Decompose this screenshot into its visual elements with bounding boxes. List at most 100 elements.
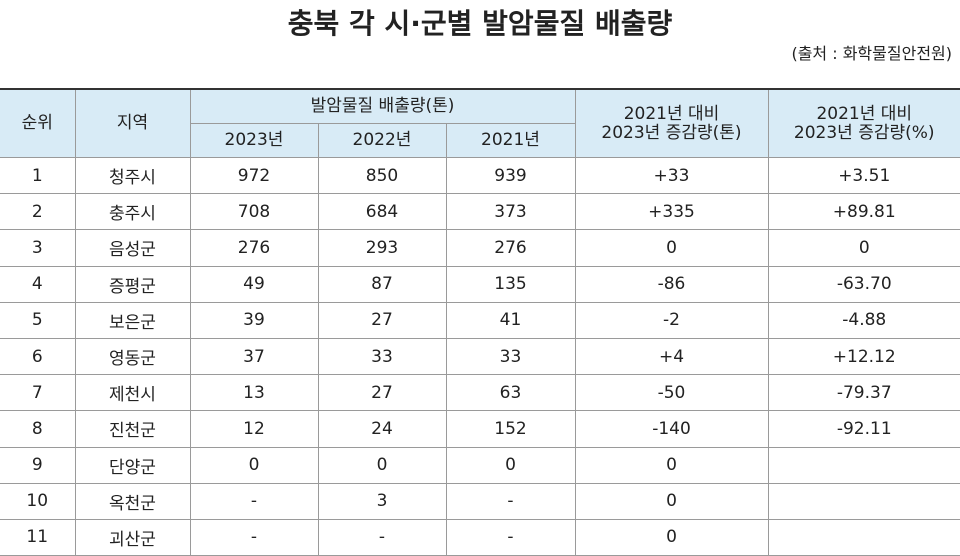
header-cell: 순위 (0, 89, 75, 158)
table-cell: 8 (0, 411, 75, 447)
table-cell: 3 (318, 483, 446, 519)
table-cell: 24 (318, 411, 446, 447)
table-cell: 27 (318, 302, 446, 338)
table-cell: 진천군 (75, 411, 190, 447)
header-cell: 지역 (75, 89, 190, 158)
header-cell: 2021년 (446, 124, 575, 158)
table-cell: 충주시 (75, 194, 190, 230)
table-cell: 괴산군 (75, 519, 190, 555)
table-cell: 9 (0, 447, 75, 483)
table-cell: -2 (575, 302, 768, 338)
table-cell: 41 (446, 302, 575, 338)
table-cell: +335 (575, 194, 768, 230)
table-cell: 음성군 (75, 230, 190, 266)
table-cell: 0 (575, 519, 768, 555)
table-cell: 939 (446, 158, 575, 194)
table-cell (768, 447, 960, 483)
table-cell: 708 (190, 194, 318, 230)
table-cell: 87 (318, 266, 446, 302)
table-cell: 63 (446, 375, 575, 411)
table-cell: 영동군 (75, 338, 190, 374)
table-cell: 0 (575, 483, 768, 519)
table-cell: -63.70 (768, 266, 960, 302)
table-cell: 단양군 (75, 447, 190, 483)
table-cell: +4 (575, 338, 768, 374)
table-cell: 6 (0, 338, 75, 374)
header-line: 2023년 증감량(톤) (576, 124, 768, 143)
table-cell: 11 (0, 519, 75, 555)
table-cell: 276 (446, 230, 575, 266)
title: 충북 각 시·군별 발암물질 배출량 (0, 2, 960, 42)
table-cell: 1 (0, 158, 75, 194)
table-cell: 0 (318, 447, 446, 483)
table-cell: 972 (190, 158, 318, 194)
table-cell: 33 (446, 338, 575, 374)
table-cell: - (190, 519, 318, 555)
table-cell: 보은군 (75, 302, 190, 338)
table-cell (768, 519, 960, 555)
table-cell: -79.37 (768, 375, 960, 411)
table-cell: 850 (318, 158, 446, 194)
table-cell: 684 (318, 194, 446, 230)
table-cell: 0 (575, 447, 768, 483)
table-cell: 4 (0, 266, 75, 302)
table-cell: 제천시 (75, 375, 190, 411)
table-cell: - (446, 519, 575, 555)
table-cell: -92.11 (768, 411, 960, 447)
table-cell: 33 (318, 338, 446, 374)
table-cell: -4.88 (768, 302, 960, 338)
table-cell: +3.51 (768, 158, 960, 194)
table-cell (768, 483, 960, 519)
header-line: 2021년 대비 (576, 105, 768, 124)
table-cell: 12 (190, 411, 318, 447)
table-cell: 옥천군 (75, 483, 190, 519)
table-cell: 0 (446, 447, 575, 483)
table-cell: 0 (190, 447, 318, 483)
table-cell: 37 (190, 338, 318, 374)
table-cell: 293 (318, 230, 446, 266)
table-cell: +33 (575, 158, 768, 194)
table-cell: 5 (0, 302, 75, 338)
table-cell: 49 (190, 266, 318, 302)
table-cell: +89.81 (768, 194, 960, 230)
table-cell: 135 (446, 266, 575, 302)
table-cell: 373 (446, 194, 575, 230)
header-line: 2021년 대비 (769, 105, 960, 124)
header-cell: 발암물질 배출량(톤) (190, 89, 575, 124)
table-cell: 13 (190, 375, 318, 411)
table-cell: 27 (318, 375, 446, 411)
source: (출처 : 화학물질안전원) (791, 40, 952, 64)
table-cell: +12.12 (768, 338, 960, 374)
header-cell: 2023년 (190, 124, 318, 158)
table-cell: 39 (190, 302, 318, 338)
table-cell: -86 (575, 266, 768, 302)
table-cell: -140 (575, 411, 768, 447)
header-cell: 2022년 (318, 124, 446, 158)
table-cell: 청주시 (75, 158, 190, 194)
table-cell: 증평군 (75, 266, 190, 302)
table-cell: -50 (575, 375, 768, 411)
table-cell: 0 (768, 230, 960, 266)
table-cell: 2 (0, 194, 75, 230)
table-cell: - (190, 483, 318, 519)
table-cell: - (318, 519, 446, 555)
table-cell: 0 (575, 230, 768, 266)
table-cell: 3 (0, 230, 75, 266)
table-cell: - (446, 483, 575, 519)
table-cell: 276 (190, 230, 318, 266)
